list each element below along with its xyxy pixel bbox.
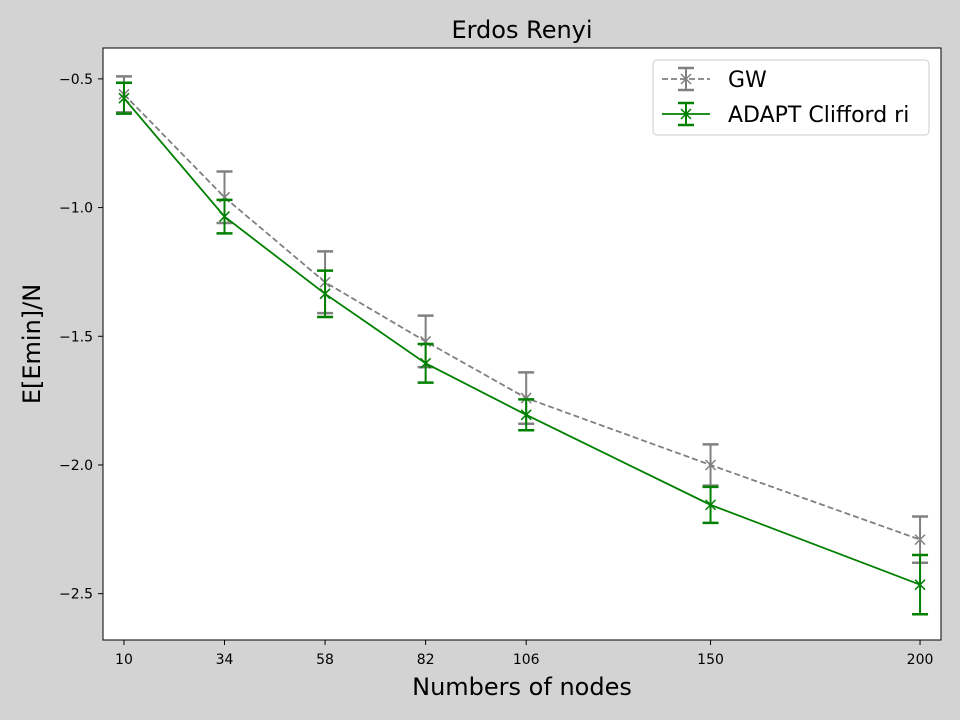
y-axis-title: E[Emin]/N <box>18 284 46 404</box>
x-tick-label-58: 58 <box>316 652 334 668</box>
legend-label-adapt-clifford-ri: ADAPT Clifford ri <box>728 103 909 128</box>
legend-marker-gw <box>680 73 692 85</box>
x-tick-label-82: 82 <box>417 652 435 668</box>
x-axis: 10 34 58 82 106 150 200 <box>115 640 933 668</box>
y-tick-label-1: −1.0 <box>59 201 93 217</box>
x-axis-title: Numbers of nodes <box>412 673 632 701</box>
legend-box <box>652 59 930 136</box>
point-adapt-clifford-ri-106 <box>520 409 532 421</box>
point-adapt-clifford-ri-10 <box>118 92 130 104</box>
legend-entry-adapt-clifford-ri: ADAPT Clifford ri <box>662 101 909 128</box>
y-tick-label-3: −2.0 <box>59 458 93 474</box>
point-adapt-clifford-ri-150 <box>705 499 717 511</box>
point-adapt-clifford-ri-82 <box>420 357 432 369</box>
series-adapt-clifford-ri <box>115 81 929 616</box>
point-gw-106 <box>520 392 532 404</box>
point-adapt-clifford-ri-58 <box>319 288 331 300</box>
x-tick-label-200: 200 <box>907 652 934 668</box>
legend-entry-gw: GW <box>662 66 767 93</box>
point-adapt-clifford-ri-200 <box>914 579 926 591</box>
y-tick-label-4: −2.5 <box>59 587 93 603</box>
x-tick-label-106: 106 <box>513 652 540 668</box>
chart-title: Erdos Renyi <box>451 16 592 44</box>
legend-label-gw: GW <box>728 68 767 93</box>
y-tick-label-2: −1.5 <box>59 329 93 345</box>
point-adapt-clifford-ri-34 <box>218 211 231 223</box>
plot-area <box>103 48 941 640</box>
plot-frame <box>102 47 942 641</box>
legend-marker-adapt-clifford-ri <box>680 108 692 120</box>
y-tick-label-0: −0.5 <box>59 72 93 88</box>
x-tick-label-150: 150 <box>697 652 724 668</box>
chart-marks <box>115 75 929 616</box>
legend: GW ADAPT Clifford ri <box>652 59 930 136</box>
point-gw-150 <box>705 459 717 471</box>
y-axis: −0.5 −1.0 −1.5 −2.0 −2.5 <box>59 72 103 603</box>
point-gw-200 <box>914 534 926 546</box>
x-tick-label-10: 10 <box>115 652 133 668</box>
x-tick-label-34: 34 <box>216 652 234 668</box>
